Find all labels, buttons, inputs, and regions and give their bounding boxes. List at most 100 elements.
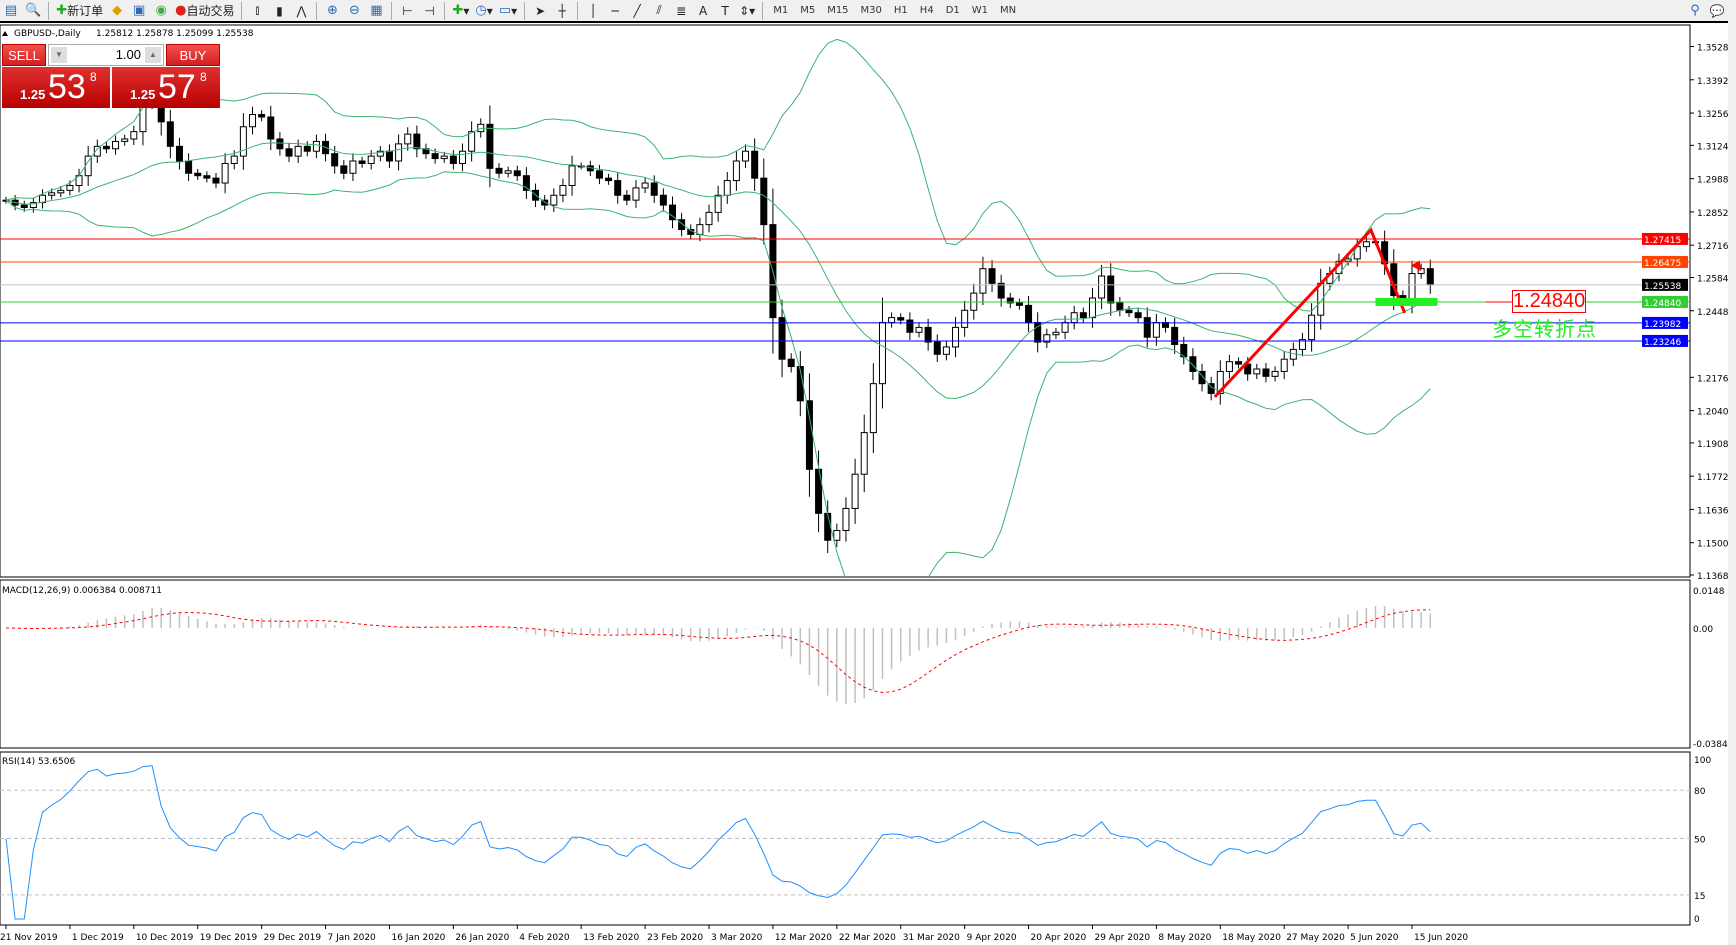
auto-trading-button[interactable]: ● 自动交易 <box>172 1 237 21</box>
timeframe-m1[interactable]: M1 <box>773 5 789 16</box>
cursor-icon[interactable]: ➤ <box>535 3 546 18</box>
date-label: 7 Jan 2020 <box>328 933 376 943</box>
arrows-icon[interactable]: ⇕▾ <box>739 3 756 18</box>
templates-icon[interactable]: ▭ ▾ <box>498 3 518 18</box>
candle <box>440 155 448 160</box>
candle <box>595 170 603 179</box>
chart-shift-icon[interactable]: ⊣ <box>424 3 435 18</box>
periods-icon[interactable]: ◷ ▾ <box>475 3 493 18</box>
crosshair-icon[interactable]: ┼ <box>558 3 566 18</box>
timeframe-m30[interactable]: M30 <box>860 5 882 16</box>
candle <box>605 177 613 182</box>
candle <box>1216 370 1224 394</box>
buy-price-fraction: 8 <box>200 70 207 84</box>
trendline-icon[interactable]: ╱ <box>633 3 641 18</box>
price-tick-label: 1.24480 <box>1697 308 1734 318</box>
sell-price-fraction: 8 <box>90 70 97 84</box>
date-label: 19 Dec 2019 <box>200 933 258 943</box>
candle <box>468 131 476 152</box>
candle <box>842 507 850 531</box>
rsi-tick-label: 100 <box>1694 756 1711 766</box>
candle <box>1225 361 1233 372</box>
auto-scroll-icon[interactable]: ⊢ <box>402 3 413 18</box>
chat-icon[interactable]: 💬 <box>1709 3 1725 18</box>
candle <box>522 175 530 191</box>
timeframe-w1[interactable]: W1 <box>971 5 988 16</box>
fibonacci-icon[interactable]: ≣ <box>676 3 687 18</box>
lot-increase-icon[interactable]: ▲ <box>145 47 161 63</box>
date-label: 31 Mar 2020 <box>903 933 960 943</box>
candle <box>376 150 384 157</box>
vertical-line-icon[interactable]: │ <box>589 3 597 18</box>
candle <box>48 192 56 196</box>
zoom-in-icon[interactable]: ⊕ <box>327 3 338 18</box>
candle <box>1116 302 1124 311</box>
candle <box>112 140 120 150</box>
timeframe-h4[interactable]: H4 <box>919 5 934 16</box>
lot-decrease-icon[interactable]: ▼ <box>51 47 67 63</box>
indicators-icon[interactable]: ✚ ▾ <box>452 3 470 18</box>
chart-list-icon[interactable]: ▤ <box>4 3 18 18</box>
price-tick-label: 1.29880 <box>1697 176 1734 186</box>
candle <box>897 317 905 321</box>
price-tick-label: 1.17720 <box>1697 473 1734 483</box>
sell-price[interactable]: 1.25 53 8 <box>2 67 110 108</box>
text-icon[interactable]: A <box>699 3 708 18</box>
price-tick-label: 1.32560 <box>1697 110 1734 120</box>
pivot-text-annotation[interactable]: 多空转折点 <box>1492 317 1597 341</box>
divider <box>48 1 50 20</box>
candle <box>1088 297 1096 319</box>
candlestick-icon[interactable]: ▮ <box>276 3 283 18</box>
buy-price[interactable]: 1.25 57 8 <box>112 67 220 108</box>
candle <box>787 358 795 368</box>
macd-tick-label: 0.0148 <box>1693 587 1725 597</box>
date-label: 26 Jan 2020 <box>455 933 509 943</box>
price-tick-label: 1.27160 <box>1697 242 1734 252</box>
text-label-icon[interactable]: T <box>721 3 729 18</box>
line-chart-icon[interactable]: ⋀ <box>296 3 307 18</box>
candle <box>961 309 969 328</box>
timeframe-mn[interactable]: MN <box>1000 5 1017 16</box>
candle <box>249 114 257 128</box>
timeframe-h1[interactable]: H1 <box>893 5 908 16</box>
buy-button[interactable]: BUY <box>166 44 220 66</box>
candles <box>2 38 1434 577</box>
zoom-search-icon[interactable]: 🔍 <box>25 3 42 18</box>
candle <box>185 160 193 174</box>
bar-chart-icon[interactable]: ⫾ <box>255 3 260 17</box>
candle <box>57 189 65 194</box>
divider <box>524 1 526 20</box>
timeframe-m5[interactable]: M5 <box>800 5 816 16</box>
candle <box>1171 326 1179 346</box>
candle <box>979 268 987 294</box>
candle <box>1426 268 1434 286</box>
horizontal-line-icon[interactable]: ─ <box>611 3 619 18</box>
pivot-level-label[interactable]: 1.24840 <box>1512 290 1586 313</box>
tile-windows-icon[interactable]: ▦ <box>370 3 383 18</box>
signal-icon[interactable]: ◉ <box>155 3 167 18</box>
timeframe-d1[interactable]: D1 <box>945 5 960 16</box>
lot-size-input[interactable]: 1.00 ▼ ▲ <box>48 44 164 66</box>
candle <box>312 140 320 152</box>
search-icon[interactable]: ⚲ <box>1690 3 1700 18</box>
date-label: 9 Apr 2020 <box>967 933 1017 943</box>
price-tick-label: 1.16360 <box>1697 506 1734 516</box>
candle <box>276 138 284 150</box>
macd-signal-line <box>5 609 1431 694</box>
auto-trading-label: 自动交易 <box>186 4 235 18</box>
candle <box>924 326 932 343</box>
metaeditor-icon[interactable]: ◆ <box>112 3 123 18</box>
navigator-icon[interactable]: ▣ <box>132 3 146 18</box>
timeframe-m15[interactable]: M15 <box>827 5 849 16</box>
candle <box>258 114 266 118</box>
candle <box>66 184 74 191</box>
sell-price-pips: 53 <box>48 68 86 106</box>
new-order-button[interactable]: ✚ 新订单 <box>53 1 106 21</box>
arrow-up-icon <box>1410 260 1422 272</box>
sell-button[interactable]: SELL <box>2 44 46 66</box>
divider <box>577 1 579 20</box>
equidistant-channel-icon[interactable]: ⫽ <box>656 3 662 17</box>
price-line-label: 1.23246 <box>1644 338 1681 348</box>
zoom-out-icon[interactable]: ⊖ <box>349 3 360 18</box>
